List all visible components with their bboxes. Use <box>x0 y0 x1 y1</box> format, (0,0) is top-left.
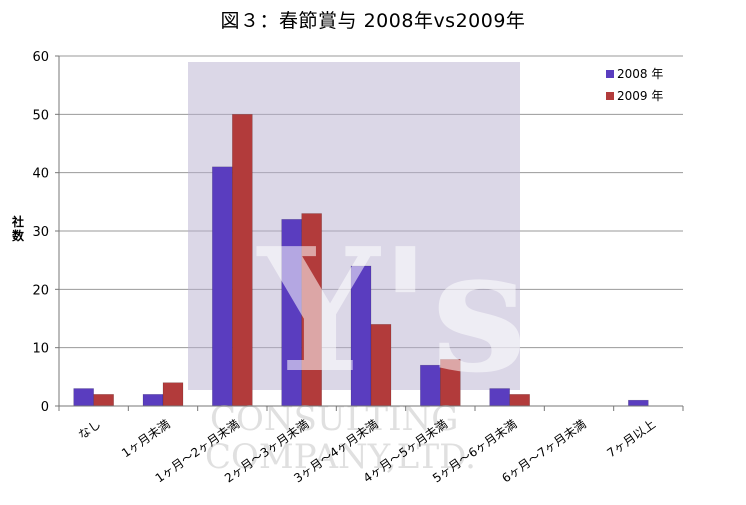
y-tick-label: 20 <box>32 283 49 298</box>
y-tick-label: 30 <box>32 225 49 240</box>
y-axis-label-char: 数 <box>12 228 25 243</box>
legend-label: 2008 年 <box>617 67 663 81</box>
y-tick-label: 40 <box>32 167 49 182</box>
bar-series1 <box>212 166 233 407</box>
watermark-text: COMPANY,LTD. <box>205 437 476 477</box>
bar-series1 <box>142 394 164 407</box>
bar-series2 <box>232 114 253 407</box>
legend-swatch <box>606 70 614 78</box>
bar-series2 <box>93 394 114 407</box>
bar-series1 <box>628 399 649 407</box>
chart-title: 図３：春節賞与 2008年vs2009年 <box>220 10 526 32</box>
legend-label: 2009 年 <box>617 89 663 103</box>
y-tick-label: 10 <box>32 342 49 357</box>
bar-series2 <box>162 382 184 407</box>
x-tick-label: なし <box>76 417 104 442</box>
y-tick-label: 60 <box>32 50 49 65</box>
legend: 2008 年 2009 年 <box>606 67 663 103</box>
legend-swatch <box>606 92 614 100</box>
y-tick-label: 0 <box>41 400 49 415</box>
y-axis-label: 社数 <box>11 214 25 243</box>
axes <box>55 55 684 411</box>
y-axis-label-char: 社 <box>11 214 24 229</box>
y-tick-label: 50 <box>32 108 49 123</box>
watermark-text: Y's <box>256 211 527 411</box>
x-tick-label: 7ヶ月以上 <box>604 417 658 460</box>
x-tick-label: 1ヶ月未満 <box>119 417 173 460</box>
y-tick-labels: 0 10 20 30 40 50 60 <box>32 50 49 415</box>
bar-series1 <box>73 388 94 407</box>
bars <box>73 114 649 407</box>
